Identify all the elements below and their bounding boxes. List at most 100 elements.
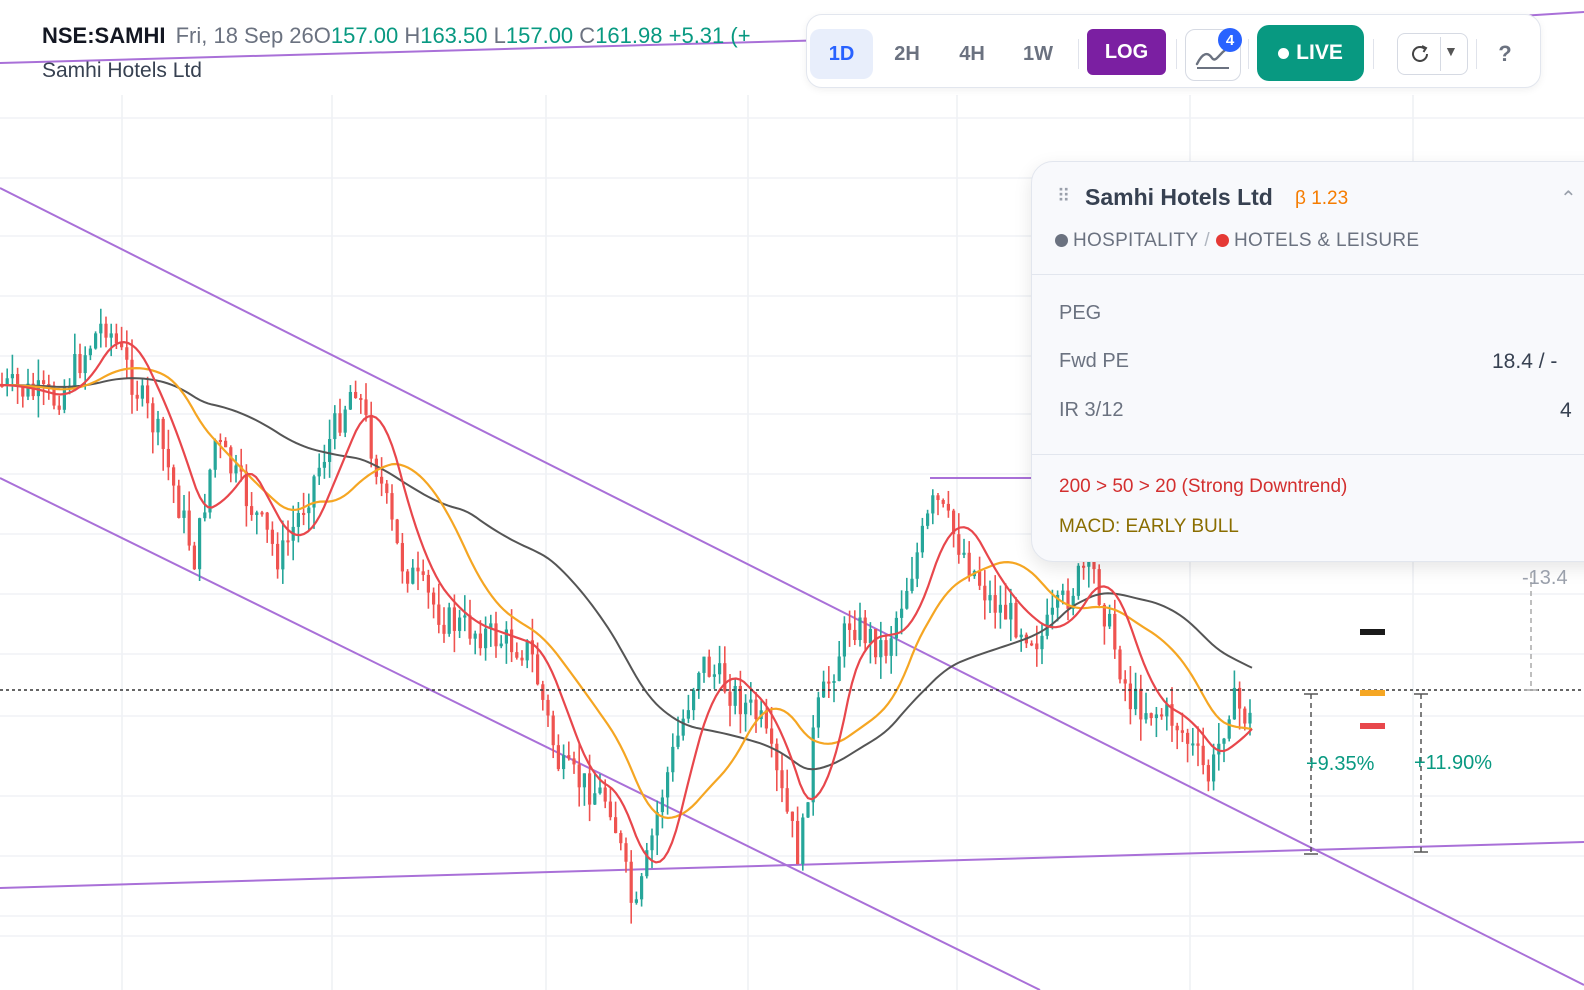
candle-down-body — [556, 745, 560, 770]
candle-down-body — [1128, 683, 1132, 710]
measure-right-pct: +11.90% — [1414, 752, 1493, 774]
candle-up-body — [837, 656, 841, 681]
candle-up-body — [1076, 565, 1080, 596]
candle-down-body — [1175, 725, 1179, 731]
candle-down-body — [1170, 704, 1174, 726]
candle-down-body — [936, 495, 940, 501]
measure-side-pct: -13.4 — [1522, 567, 1568, 589]
candle-down-body — [452, 607, 456, 631]
candle-down-body — [432, 592, 436, 605]
candle-down-body — [754, 699, 758, 720]
symbol-name[interactable]: NSE:SAMHI — [42, 23, 166, 48]
candle-down-body — [941, 500, 945, 504]
timeframe-1w-button[interactable]: 1W — [1023, 42, 1053, 65]
candle-down-body — [265, 512, 269, 530]
candle-up-body — [1154, 714, 1158, 719]
candle-up-body — [499, 643, 503, 647]
candle-up-body — [348, 391, 352, 410]
collapse-icon[interactable]: ⌃ — [1560, 188, 1577, 210]
candle-up-body — [645, 850, 649, 877]
candle-up-body — [634, 899, 638, 903]
company-name: Samhi Hotels Ltd — [42, 59, 202, 82]
candle-up-body — [1191, 743, 1195, 746]
candle-up-body — [692, 690, 696, 711]
measure-left-pct: +9.35% — [1306, 753, 1375, 775]
candle-down-body — [1206, 765, 1210, 782]
indicators-button[interactable]: 4 — [1185, 28, 1242, 81]
refresh-icon[interactable] — [1408, 42, 1432, 66]
channel-lower-line — [0, 477, 1041, 990]
open-value: 157.00 — [330, 23, 399, 48]
candle-up-body — [328, 439, 332, 462]
candle-down-body — [728, 691, 732, 706]
timeframe-1d-button[interactable]: 1D — [810, 29, 873, 79]
candle-down-body — [359, 398, 363, 401]
chevron-down-icon[interactable]: ▼ — [1444, 43, 1458, 59]
log-scale-button[interactable]: LOG — [1087, 29, 1166, 75]
candle-down-body — [57, 405, 61, 410]
candle-down-body — [608, 801, 612, 818]
candle-down-body — [151, 403, 155, 433]
help-button[interactable]: ? — [1498, 41, 1512, 66]
candle-up-body — [697, 672, 701, 691]
candle-up-body — [1165, 704, 1169, 717]
candle-up-body — [962, 552, 966, 555]
candle-down-body — [421, 571, 425, 575]
industry-dot-icon — [1216, 234, 1230, 247]
ema-200-line — [0, 377, 1253, 771]
timeframe-2h-button[interactable]: 2H — [894, 42, 920, 65]
drag-handle-icon[interactable]: ⠿ — [1057, 186, 1072, 206]
candle-down-body — [541, 684, 545, 700]
candle-down-body — [172, 467, 176, 486]
candle-up-body — [36, 380, 40, 397]
candle-up-body — [801, 817, 805, 865]
candle-down-body — [629, 861, 633, 903]
candle-down-body — [510, 629, 514, 653]
candle-up-body — [208, 469, 212, 513]
high-value: 163.50 — [420, 23, 488, 48]
chart-overlays — [0, 573, 1584, 855]
candle-up-body — [1232, 687, 1236, 720]
support-line — [0, 841, 1584, 889]
candle-up-body — [1227, 719, 1231, 739]
candle-down-body — [302, 512, 306, 515]
ema-20-marker — [1360, 723, 1385, 729]
peg-label: PEG — [1059, 302, 1102, 324]
candle-down-body — [874, 628, 878, 658]
candle-up-body — [525, 640, 529, 661]
candle-down-body — [1082, 565, 1086, 568]
candle-down-body — [250, 506, 254, 515]
candle-down-body — [146, 385, 150, 404]
candle-up-body — [593, 793, 597, 805]
candle-down-body — [536, 654, 540, 685]
candle-up-body — [998, 604, 1002, 613]
candle-down-body — [380, 476, 384, 484]
candle-down-body — [614, 817, 618, 834]
candle-down-body — [1186, 732, 1190, 744]
ohlc-line: NSE:SAMHI Fri, 18 Sep 26O157.00 H163.50 … — [42, 23, 751, 48]
candle-down-body — [385, 483, 389, 494]
live-button[interactable]: LIVE — [1257, 25, 1364, 81]
candle-up-body — [712, 674, 716, 677]
candle-up-body — [317, 467, 321, 477]
candle-up-body — [1108, 613, 1112, 627]
symbol-header: NSE:SAMHI Fri, 18 Sep 26O157.00 H163.50 … — [42, 20, 751, 83]
candle-down-body — [1180, 730, 1184, 733]
candle-up-body — [655, 812, 659, 836]
close-value: 161.98 — [595, 23, 663, 48]
candle-up-body — [307, 507, 311, 514]
timeframe-4h-button[interactable]: 4H — [959, 42, 985, 65]
candle-down-body — [827, 681, 831, 684]
candle-down-body — [478, 633, 482, 649]
candle-up-body — [666, 772, 670, 798]
candle-down-body — [166, 448, 170, 468]
candle-down-body — [619, 833, 623, 844]
fwd-pe-value: 18.4 / - — [1492, 350, 1558, 373]
channel-upper-line — [0, 187, 1584, 986]
candle-down-body — [1004, 604, 1008, 620]
candle-up-body — [811, 727, 815, 803]
candle-up-body — [879, 640, 883, 658]
candle-up-body — [718, 663, 722, 675]
candle-up-body — [671, 746, 675, 773]
